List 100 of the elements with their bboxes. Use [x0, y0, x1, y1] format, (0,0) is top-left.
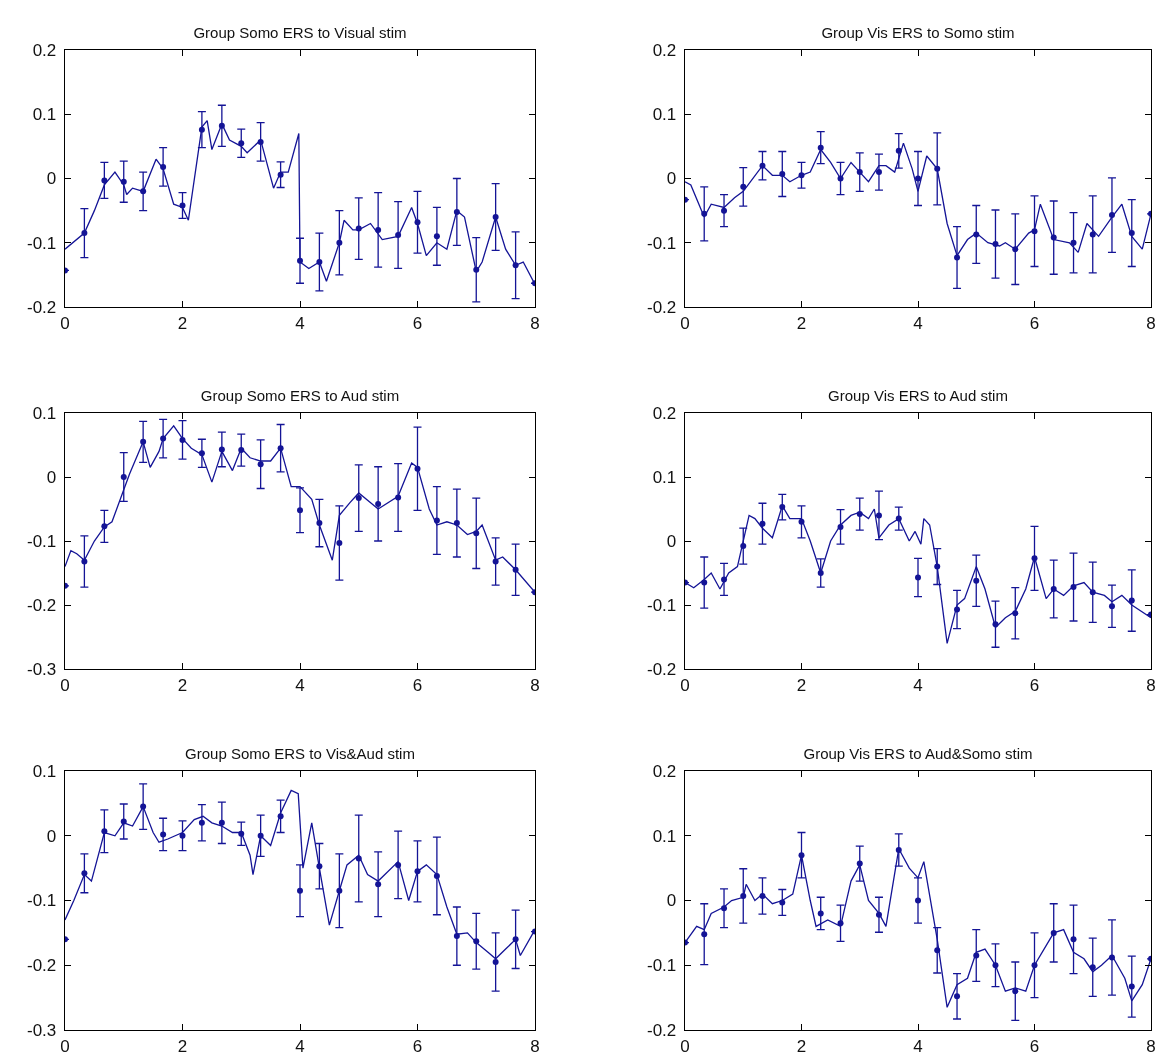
point — [856, 511, 863, 518]
point — [817, 570, 824, 576]
point — [1108, 603, 1115, 610]
point — [414, 465, 421, 472]
point — [779, 171, 786, 177]
point — [120, 818, 127, 825]
y-tick-label: 0.1 — [652, 105, 677, 125]
point — [355, 855, 362, 862]
point — [101, 828, 108, 835]
point — [934, 165, 941, 172]
x-tick-label: 8 — [1146, 313, 1156, 333]
y-tick-label: -0.2 — [27, 595, 57, 615]
x-tick-label: 6 — [412, 1036, 423, 1056]
point — [798, 518, 805, 525]
x-tick-label: 0 — [60, 313, 70, 333]
point — [992, 962, 999, 969]
y-tick-label: 0.2 — [652, 403, 677, 423]
point — [740, 183, 747, 190]
x-tick-label: 6 — [412, 313, 423, 333]
point — [414, 219, 421, 226]
point — [355, 495, 362, 502]
point — [473, 530, 480, 537]
y-tick-label: -0.1 — [647, 595, 677, 615]
point — [433, 872, 440, 879]
point — [395, 232, 402, 239]
point — [257, 832, 264, 839]
point — [1070, 584, 1077, 591]
point — [1089, 964, 1096, 971]
point — [1089, 231, 1096, 238]
point — [375, 881, 382, 888]
x-tick-label: 2 — [177, 1036, 188, 1056]
y-tick-label: 0.2 — [652, 761, 677, 781]
x-tick-label: 0 — [60, 1036, 70, 1056]
point — [414, 868, 421, 875]
y-tick-label: -0.1 — [647, 956, 677, 976]
point — [198, 450, 205, 457]
point — [1012, 610, 1019, 617]
point — [453, 933, 460, 940]
chart-title: Group Somo ERS to Visual stim — [193, 24, 407, 41]
point — [355, 225, 362, 232]
x-tick-label: 4 — [913, 675, 923, 695]
y-tick-label: 0.1 — [32, 761, 57, 781]
point — [81, 870, 88, 877]
point — [798, 172, 805, 179]
x-tick-label: 8 — [530, 1036, 540, 1056]
point — [992, 241, 999, 248]
point — [895, 147, 902, 154]
point — [954, 606, 961, 613]
x-tick-label: 0 — [60, 675, 70, 695]
x-tick-label: 2 — [177, 313, 188, 333]
point — [101, 523, 108, 530]
point — [120, 474, 127, 480]
point — [1050, 586, 1057, 592]
point — [395, 494, 402, 501]
y-tick-label: 0.1 — [32, 403, 57, 423]
x-tick-label: 0 — [680, 1036, 690, 1056]
chart-title: Group Somo ERS to Vis&Aud stim — [185, 745, 415, 762]
point — [179, 202, 186, 209]
point — [1070, 936, 1077, 943]
point — [453, 208, 460, 215]
point — [837, 175, 844, 182]
chart-title: Group Vis ERS to Aud&Somo stim — [803, 745, 1033, 762]
point — [81, 230, 88, 237]
y-tick-label: 0 — [666, 891, 677, 911]
point — [297, 257, 303, 264]
y-tick-label: -0.1 — [647, 233, 677, 253]
point — [875, 911, 882, 918]
y-tick-label: 0 — [46, 467, 57, 487]
x-tick-label: 8 — [530, 675, 540, 695]
point — [316, 259, 323, 266]
point — [1012, 246, 1019, 253]
point — [1070, 239, 1077, 246]
point — [101, 177, 108, 184]
point — [140, 438, 147, 445]
point — [492, 558, 499, 565]
point — [1012, 988, 1019, 995]
point — [759, 892, 766, 899]
x-tick-label: 4 — [295, 1036, 305, 1056]
point — [198, 126, 205, 133]
y-tick-label: -0.3 — [27, 659, 57, 679]
x-tick-label: 4 — [913, 1036, 923, 1056]
point — [140, 803, 147, 810]
x-tick-label: 8 — [530, 313, 540, 333]
chart-title: Group Vis ERS to Aud stim — [828, 387, 1008, 404]
point — [1050, 929, 1057, 936]
point — [512, 936, 519, 943]
point — [238, 140, 245, 147]
x-tick-label: 6 — [412, 675, 423, 695]
chart-title: Group Somo ERS to Aud stim — [200, 387, 400, 404]
point — [1128, 597, 1135, 604]
y-tick-label: 0 — [46, 826, 57, 846]
point — [1031, 962, 1038, 969]
point — [257, 138, 264, 145]
y-tick-label: 0 — [666, 531, 677, 551]
y-tick-label: -0.1 — [27, 891, 57, 911]
point — [875, 169, 882, 176]
point — [238, 830, 245, 837]
point — [336, 239, 343, 246]
point — [837, 920, 844, 927]
point — [856, 169, 863, 176]
